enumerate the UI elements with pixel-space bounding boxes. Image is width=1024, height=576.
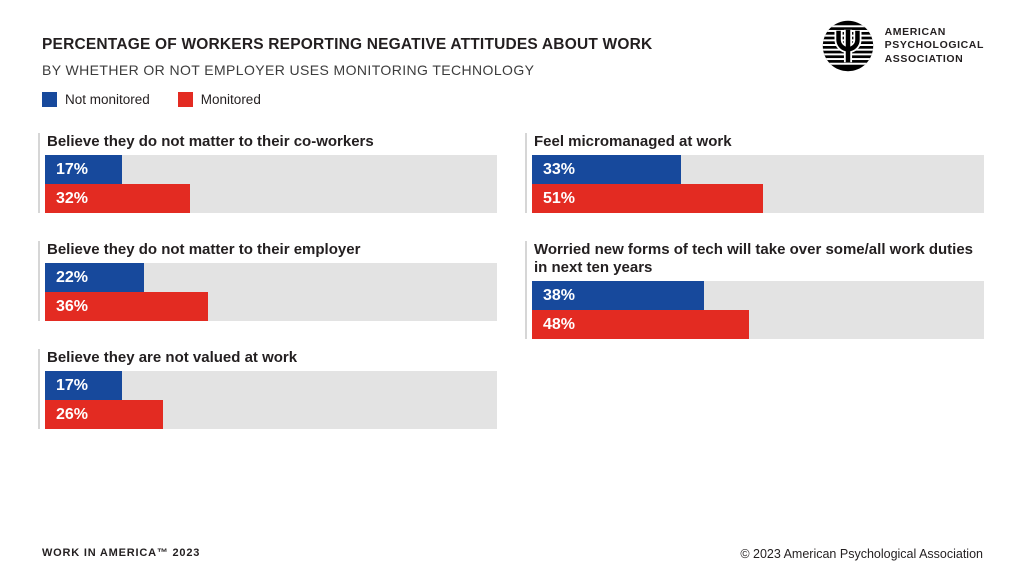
not-monitored-bar: 17% — [45, 371, 122, 400]
monitored-value: 32% — [56, 189, 89, 207]
not-monitored-value: 17% — [56, 160, 89, 178]
monitored-bar: 48% — [532, 310, 749, 339]
not-monitored-value: 38% — [543, 286, 576, 304]
apa-logo-wordmark: AMERICAN PSYCHOLOGICAL ASSOCIATION — [885, 26, 984, 67]
bar-track: 17% 32% — [45, 155, 497, 213]
not-monitored-bar: 33% — [532, 155, 682, 184]
apa-logo-icon — [822, 20, 873, 72]
bar-group: Feel micromanaged at work 33% 51% — [525, 133, 984, 213]
bar-group-label: Worried new forms of tech will take over… — [534, 241, 974, 276]
monitored-bar: 32% — [45, 184, 190, 213]
monitored-value: 26% — [56, 405, 89, 423]
monitored-value: 51% — [543, 189, 576, 207]
bar-track: 22% 36% — [45, 263, 497, 321]
legend: Not monitored Monitored — [42, 92, 261, 107]
bar-group-label: Believe they are not valued at work — [47, 349, 298, 366]
apa-logo-line: ASSOCIATION — [884, 52, 964, 65]
legend-label: Not monitored — [65, 92, 150, 107]
bar-group: Believe they do not matter to their empl… — [38, 241, 497, 321]
not-monitored-value: 22% — [56, 268, 89, 286]
bar-group-label: Believe they do not matter to their empl… — [47, 241, 361, 258]
monitored-value: 36% — [56, 297, 89, 315]
bar-group: Believe they do not matter to their co-w… — [38, 133, 497, 213]
not-monitored-value: 17% — [56, 376, 89, 394]
bar-group-label: Feel micromanaged at work — [534, 133, 732, 150]
bar-track: 17% 26% — [45, 371, 497, 429]
bar-group-label: Believe they do not matter to their co-w… — [47, 133, 374, 150]
monitored-value: 48% — [543, 315, 576, 333]
legend-label: Monitored — [200, 92, 261, 107]
apa-logo-line: PSYCHOLOGICAL — [884, 39, 984, 52]
left-column: Believe they do not matter to their co-w… — [38, 133, 497, 457]
monitored-bar: 36% — [45, 292, 208, 321]
not-monitored-bar: 38% — [532, 281, 704, 310]
footer-copyright: © 2023 American Psychological Associatio… — [740, 547, 983, 561]
chart-area: Believe they do not matter to their co-w… — [38, 133, 984, 457]
monitored-bar: 26% — [45, 400, 163, 429]
right-column: Feel micromanaged at work 33% 51% Worrie… — [525, 133, 984, 367]
legend-swatch — [177, 92, 193, 107]
not-monitored-bar: 22% — [45, 263, 145, 292]
bar-group: Worried new forms of tech will take over… — [525, 241, 984, 339]
bar-track: 33% 51% — [532, 155, 984, 213]
apa-logo-line: AMERICAN — [884, 25, 946, 38]
page-title: PERCENTAGE OF WORKERS REPORTING NEGATIVE… — [42, 36, 653, 53]
legend-swatch — [42, 92, 57, 107]
footer-report-name: WORK IN AMERICA™ 2023 — [42, 547, 201, 559]
bar-track: 38% 48% — [532, 281, 984, 339]
not-monitored-value: 33% — [543, 160, 576, 178]
apa-logo: AMERICAN PSYCHOLOGICAL ASSOCIATION — [821, 19, 984, 73]
legend-item-not-monitored: Not monitored — [42, 92, 150, 107]
not-monitored-bar: 17% — [45, 155, 122, 184]
page-subtitle: BY WHETHER OR NOT EMPLOYER USES MONITORI… — [42, 62, 535, 78]
monitored-bar: 51% — [532, 184, 763, 213]
legend-item-monitored: Monitored — [177, 92, 261, 107]
bar-group: Believe they are not valued at work 17% … — [38, 349, 497, 429]
